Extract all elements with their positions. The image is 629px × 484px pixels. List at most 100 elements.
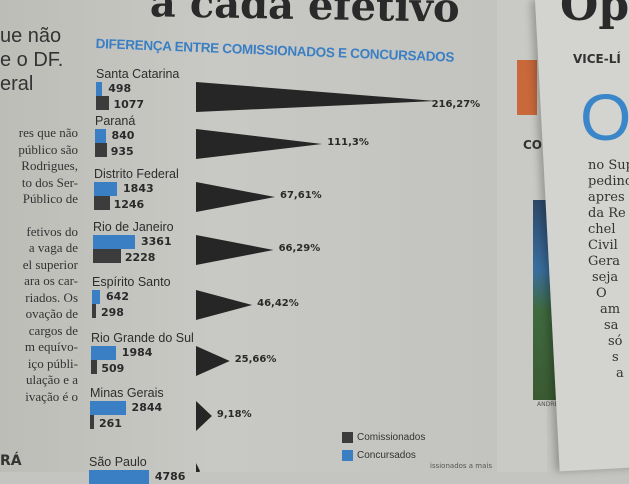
left-headline-line: ue não bbox=[0, 25, 62, 47]
bar-concursados bbox=[92, 290, 101, 304]
right-article-text: no Suppedinoapresda RechelCivilGerasejaO… bbox=[588, 158, 629, 382]
text-line: cargos de bbox=[28, 322, 78, 338]
text-line: Civil bbox=[588, 238, 618, 253]
left-headline: ue não e o DF. eral bbox=[0, 24, 63, 96]
value-label-comissionados: 1077 bbox=[113, 98, 145, 111]
text-line: ara os car- bbox=[24, 273, 78, 288]
right-headline: Op bbox=[560, 0, 629, 31]
text-line: O bbox=[596, 286, 607, 301]
category-label: Distrito Federal bbox=[94, 167, 179, 181]
difference-triangle bbox=[196, 290, 253, 320]
text-line: ovação de bbox=[25, 306, 78, 321]
value-label-concursados: 642 bbox=[106, 290, 129, 303]
difference-triangle bbox=[196, 129, 323, 159]
difference-triangles bbox=[196, 82, 436, 472]
category-label: Paraná bbox=[95, 114, 136, 128]
bar-concursados bbox=[90, 401, 126, 415]
text-line: riados. Os bbox=[25, 289, 78, 305]
difference-label: 111,3% bbox=[327, 137, 369, 148]
text-line: apres bbox=[588, 190, 625, 205]
value-label-comissionados: 1246 bbox=[113, 198, 145, 211]
difference-triangle bbox=[196, 235, 274, 265]
text-line: chel bbox=[588, 222, 616, 237]
value-label-comissionados: 261 bbox=[99, 417, 122, 430]
bar-concursados bbox=[95, 129, 106, 143]
bar-comissionados bbox=[91, 360, 98, 374]
text-line: Gera bbox=[588, 254, 621, 269]
difference-label: 9,18% bbox=[216, 409, 252, 420]
value-label-concursados: 498 bbox=[108, 82, 132, 95]
text-line: só bbox=[608, 334, 623, 349]
legend-label: Comissionados bbox=[357, 432, 426, 443]
text-line: ivação é o bbox=[25, 388, 78, 404]
legend-item-comissionados: Comissionados bbox=[342, 432, 425, 443]
left-headline-line: e o DF. bbox=[0, 49, 64, 71]
difference-triangle bbox=[196, 401, 212, 431]
legend-swatch bbox=[342, 432, 353, 443]
legend-item-concursados: Concursados bbox=[342, 450, 425, 461]
chart-legend: Comissionados Concursados bbox=[342, 432, 425, 468]
bar-comissionados bbox=[93, 249, 121, 263]
bar-concursados bbox=[94, 182, 118, 196]
text-line: ulação e a bbox=[26, 372, 78, 387]
text-line: da Re bbox=[588, 206, 626, 221]
text-line: pedino bbox=[588, 174, 629, 189]
photo-credit: ANDRÉ bbox=[537, 401, 559, 408]
text-line: a bbox=[616, 366, 624, 381]
bar-comissionados bbox=[95, 143, 107, 157]
category-label: Espírito Santo bbox=[92, 275, 171, 289]
difference-triangle bbox=[196, 182, 276, 212]
difference-triangle bbox=[196, 82, 436, 112]
text-line: Rodrigues, bbox=[21, 158, 78, 173]
legend-label: Concursados bbox=[357, 450, 416, 461]
bar-concursados bbox=[93, 235, 135, 249]
difference-triangle bbox=[196, 346, 230, 376]
left-headline-line: eral bbox=[0, 73, 34, 95]
text-line: res que não bbox=[18, 125, 78, 140]
text-line: s bbox=[612, 350, 619, 365]
text-line: público são bbox=[18, 141, 78, 157]
text-line: a vaga de bbox=[28, 240, 78, 255]
difference-label: 67,61% bbox=[280, 190, 322, 201]
category-label: Rio Grande do Sul bbox=[91, 331, 194, 345]
text-line: no Sup bbox=[588, 158, 629, 173]
text-line: am bbox=[600, 302, 621, 317]
drop-cap: O bbox=[580, 80, 629, 154]
text-line: fetivos do bbox=[26, 223, 78, 239]
newspaper-page bbox=[0, 0, 540, 472]
legend-swatch bbox=[342, 450, 353, 461]
category-label: Santa Catarina bbox=[96, 67, 180, 81]
value-label-concursados: 1843 bbox=[123, 182, 154, 195]
left-footer-text: RÁ bbox=[0, 453, 22, 469]
text-line: to dos Ser- bbox=[21, 174, 78, 190]
difference-label: 46,42% bbox=[257, 298, 299, 309]
value-label-comissionados: 2228 bbox=[124, 251, 156, 264]
text-line: sa bbox=[604, 318, 619, 333]
text-line: iço públi- bbox=[27, 355, 78, 371]
value-label-concursados: 840 bbox=[111, 129, 135, 142]
value-label-comissionados: 298 bbox=[101, 306, 124, 319]
chart: Santa Catarina 498 1077 216,27% Paraná 840 935… bbox=[89, 67, 481, 484]
bar-comissionados bbox=[94, 196, 110, 210]
category-label: São Paulo bbox=[89, 455, 147, 469]
difference-label: 216,27% bbox=[431, 99, 481, 110]
bar-concursados bbox=[91, 346, 116, 360]
category-label: Rio de Janeiro bbox=[93, 220, 174, 234]
value-label-comissionados: 509 bbox=[101, 362, 125, 375]
text-line: m equívo- bbox=[24, 339, 78, 354]
orange-block bbox=[517, 60, 537, 115]
value-label-comissionados: 935 bbox=[110, 145, 134, 158]
difference-label: 66,29% bbox=[278, 243, 321, 254]
difference-triangle bbox=[196, 463, 200, 472]
bar-concursados bbox=[89, 470, 149, 484]
text-line: el superior bbox=[22, 256, 78, 272]
value-label-concursados: 2844 bbox=[131, 401, 163, 414]
bar-comissionados bbox=[96, 96, 110, 110]
right-section-label: VICE-LÍ bbox=[573, 52, 621, 66]
value-label-concursados: 3361 bbox=[141, 235, 172, 248]
bar-comissionados bbox=[90, 415, 94, 429]
text-line: seja bbox=[592, 270, 619, 285]
footnote: issionados a mais bbox=[430, 462, 493, 470]
left-article-text: res que não público são Rodrigues, to dos S… bbox=[0, 125, 80, 405]
bar-comissionados bbox=[92, 304, 96, 318]
